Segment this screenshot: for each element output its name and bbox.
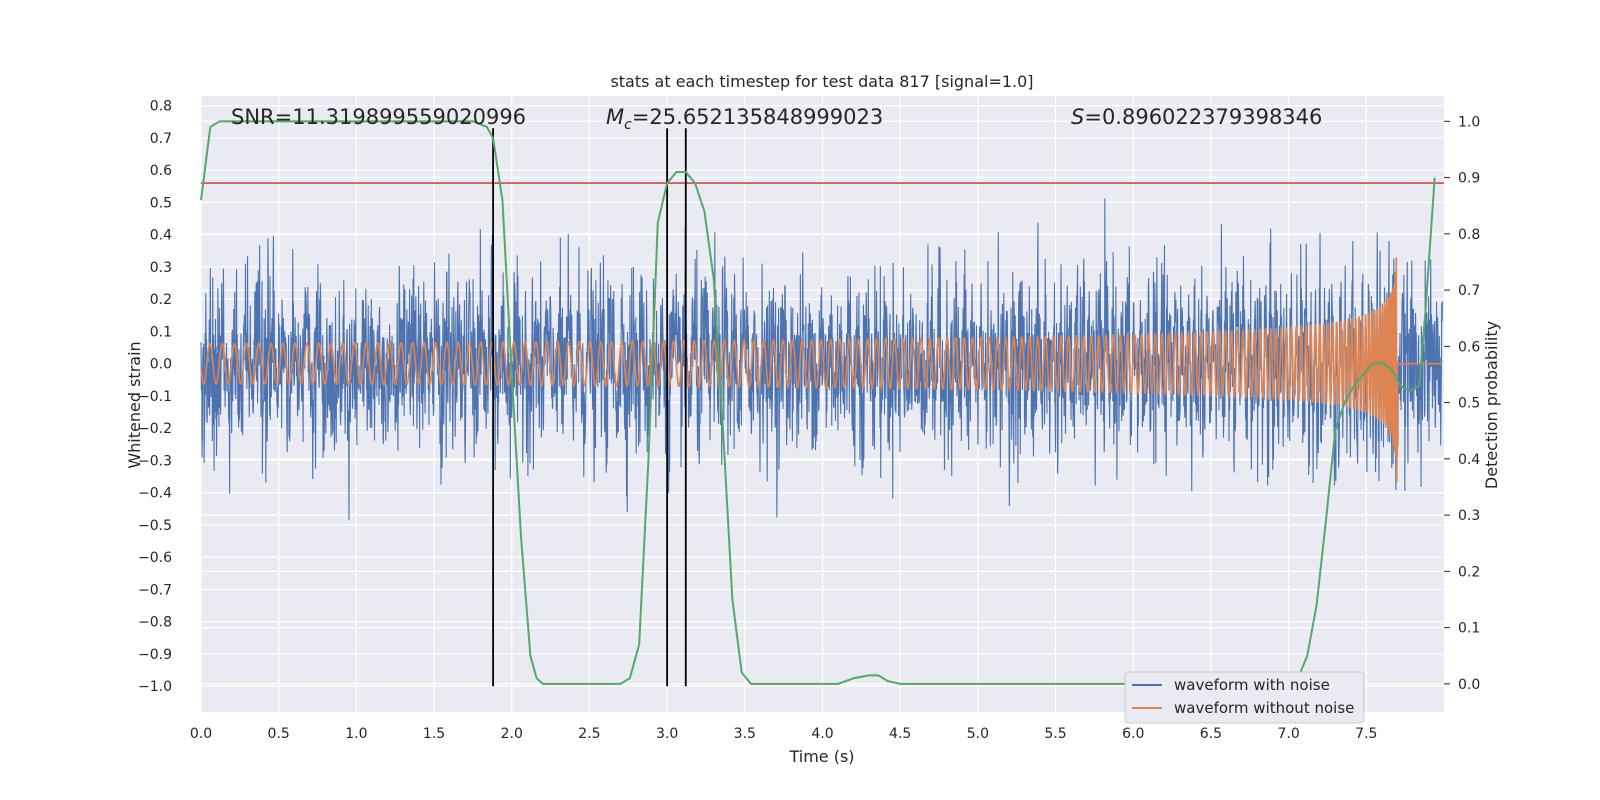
x-tick-label: 7.0 bbox=[1277, 726, 1299, 742]
right-y-tick-label: 0.9 bbox=[1458, 171, 1480, 187]
left-y-tick-label: −0.7 bbox=[138, 582, 172, 598]
x-tick-label: 5.5 bbox=[1044, 726, 1066, 742]
left-y-tick-label: 0.6 bbox=[150, 163, 172, 179]
detection-probability-series bbox=[200, 120, 1436, 685]
x-tick-label: 3.5 bbox=[734, 726, 756, 742]
right-y-tick-label: 0.2 bbox=[1458, 564, 1480, 580]
chirp-mass-symbol: M bbox=[606, 105, 624, 129]
x-tick-label: 1.5 bbox=[423, 726, 445, 742]
left-y-tick-label: 0.0 bbox=[150, 357, 172, 373]
chirp-mass-subscript: c bbox=[624, 117, 632, 133]
right-y-tick-label: 0.7 bbox=[1458, 283, 1480, 299]
left-y-tick-label: −1.0 bbox=[138, 679, 172, 695]
right-y-tick-labels: 1.0 0.9 0.8 0.7 0.6 0.5 0.4 0.3 0.2 0.1 0.0 bbox=[1444, 114, 1480, 693]
left-y-tick-label: −0.9 bbox=[138, 647, 172, 663]
detection-probability-path bbox=[200, 120, 1436, 685]
right-y-tick-label: 0.5 bbox=[1458, 396, 1480, 412]
right-y-tick-label: 0.6 bbox=[1458, 339, 1480, 355]
marker-lines bbox=[492, 128, 687, 687]
s-symbol: S bbox=[1071, 105, 1084, 129]
x-axis-label: Time (s) bbox=[788, 747, 854, 766]
x-tick-label: 4.5 bbox=[889, 726, 911, 742]
right-y-tick-label: 0.4 bbox=[1458, 452, 1480, 468]
left-y-axis-label: Whitened strain bbox=[125, 341, 144, 468]
legend-box bbox=[1124, 671, 1365, 724]
left-y-tick-label: −0.6 bbox=[138, 550, 172, 566]
s-annotation: S=0.896022379398346 bbox=[1071, 105, 1322, 129]
x-tick-label: 0.0 bbox=[190, 726, 212, 742]
x-tick-label: 6.0 bbox=[1122, 726, 1144, 742]
left-y-tick-label: 0.2 bbox=[150, 292, 172, 308]
left-y-tick-labels: 0.8 0.7 0.6 0.5 0.4 0.3 0.2 0.1 0.0 −0.1 −0.2 −0.3 −… bbox=[138, 99, 172, 696]
chart-title: stats at each timestep for test data 817… bbox=[610, 72, 1033, 91]
x-tick-label: 1.0 bbox=[345, 726, 367, 742]
right-y-tick-label: 0.3 bbox=[1458, 508, 1480, 524]
right-y-axis-label: Detection probability bbox=[1482, 321, 1501, 489]
x-tick-label: 5.0 bbox=[967, 726, 989, 742]
right-y-tick-label: 0.1 bbox=[1458, 621, 1480, 637]
noise-waveform-path bbox=[200, 198, 1443, 521]
x-tick-label: 2.5 bbox=[578, 726, 600, 742]
left-y-tick-label: 0.1 bbox=[150, 324, 172, 340]
chirp-mass-value: =25.652135848999023 bbox=[632, 105, 883, 129]
left-y-tick-label: −0.4 bbox=[138, 486, 172, 502]
right-y-tick-label: 0.8 bbox=[1458, 227, 1480, 243]
x-tick-labels: 0.0 0.5 1.0 1.5 2.0 2.5 3.0 3.5 4.0 4.5 5.0 5.5 6.0 6… bbox=[190, 726, 1378, 742]
chirp-mass-annotation: Mc=25.652135848999023 bbox=[606, 105, 883, 133]
left-y-tick-label: 0.8 bbox=[150, 99, 172, 115]
clean-waveform-path bbox=[200, 257, 1443, 483]
left-y-tick-label: −0.2 bbox=[138, 421, 172, 437]
s-value: =0.896022379398346 bbox=[1084, 105, 1322, 129]
waveform-with-noise-series bbox=[200, 198, 1443, 521]
legend: waveform with noise waveform without noi… bbox=[1124, 671, 1365, 724]
left-y-tick-label: 0.3 bbox=[150, 260, 172, 276]
legend-label-noise: waveform with noise bbox=[1174, 676, 1330, 694]
x-tick-label: 4.0 bbox=[811, 726, 833, 742]
left-y-tick-label: 0.5 bbox=[150, 195, 172, 211]
left-y-tick-label: 0.4 bbox=[150, 228, 172, 244]
legend-label-clean: waveform without noise bbox=[1174, 699, 1354, 717]
snr-annotation: SNR=11.319899559020996 bbox=[231, 105, 526, 129]
x-tick-label: 7.5 bbox=[1355, 726, 1377, 742]
left-y-tick-label: −0.1 bbox=[138, 389, 172, 405]
right-y-tick-label: 1.0 bbox=[1458, 114, 1480, 130]
left-y-tick-label: −0.3 bbox=[138, 453, 172, 469]
x-tick-label: 3.0 bbox=[656, 726, 678, 742]
left-y-tick-label: −0.5 bbox=[138, 518, 172, 534]
waveform-without-noise-series bbox=[200, 257, 1443, 483]
left-y-tick-label: 0.7 bbox=[150, 131, 172, 147]
right-y-tick-label: 0.0 bbox=[1458, 677, 1480, 693]
x-tick-label: 2.0 bbox=[501, 726, 523, 742]
left-y-tick-label: −0.8 bbox=[138, 615, 172, 631]
x-tick-label: 0.5 bbox=[268, 726, 290, 742]
x-tick-label: 6.5 bbox=[1200, 726, 1222, 742]
